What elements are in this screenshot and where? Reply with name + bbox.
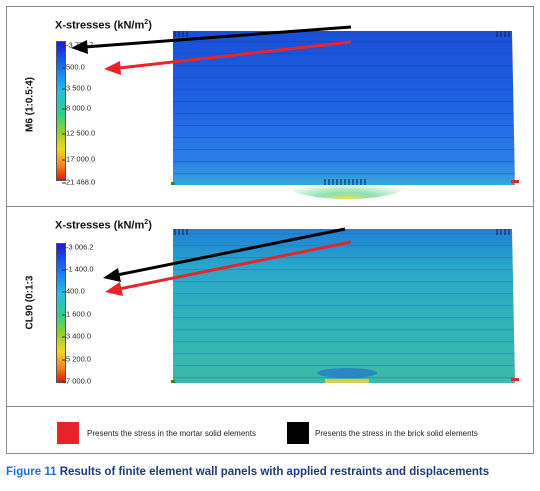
figure-frame: X-stresses (kN/m2) -3 775.7 500.0 3 500.… (6, 6, 534, 454)
colorbar-tick: -1 400.0 (62, 264, 94, 274)
legend-swatch-brick (287, 422, 309, 444)
colorbar-tick: 500.0 (62, 62, 85, 72)
colorbar-tick: 1 600.0 (61, 309, 92, 319)
stress-title: X-stresses (kN/m2) (55, 219, 152, 232)
colorbar-tick: 12 500.0 (61, 128, 96, 138)
legend-label-brick: Presents the stress in the brick solid e… (315, 429, 478, 438)
stress-title-exponent: 2 (144, 219, 149, 226)
panel-cl90: X-stresses (kN/m2) -3 006.2 -1 400.0 400… (7, 207, 533, 407)
panel-divider (7, 406, 533, 407)
stress-title: X-stresses (kN/m2) (55, 19, 152, 32)
fe-mesh-cl90 (171, 229, 519, 383)
fe-drawing (71, 25, 519, 383)
stress-title-close: ) (148, 19, 152, 32)
figure-number: Figure 11 (6, 466, 57, 478)
arrow-brick (71, 25, 352, 54)
colorbar-tick: 7 000.0 (61, 376, 92, 386)
stress-title-close: ) (148, 219, 152, 232)
stress-title-exponent: 2 (144, 19, 149, 26)
figure-caption-text: Results of finite element wall panels wi… (56, 466, 490, 478)
colorbar-tick: 3 500.0 (61, 83, 92, 93)
legend-swatch-mortar (57, 422, 79, 444)
fe-mesh-m6 (171, 31, 519, 199)
colorbar-tick: 3 400.0 (61, 331, 92, 341)
colorbar-tick: 400.0 (62, 286, 85, 296)
colorbar-tick: 5 200.0 (61, 354, 92, 364)
figure-caption: Figure 11 Results of finite element wall… (6, 466, 489, 478)
colorbar-tick: 21 468.0 (61, 177, 96, 187)
arrow-brick (103, 227, 346, 282)
arrow-mortar (105, 240, 352, 296)
arrow-mortar (104, 40, 352, 75)
colorbar-tick: 17 000.0 (61, 154, 96, 164)
colorbar (56, 243, 66, 383)
colorbar (56, 41, 66, 181)
colorbar-tick: -3 006.2 (62, 242, 94, 252)
legend-label-mortar: Presents the stress in the mortar solid … (87, 429, 256, 438)
colorbar-tick: 8 000.0 (61, 103, 92, 113)
panel-divider (7, 206, 533, 207)
stress-title-text: X-stresses (kN/m (55, 219, 145, 232)
stress-title-text: X-stresses (kN/m (55, 19, 145, 32)
